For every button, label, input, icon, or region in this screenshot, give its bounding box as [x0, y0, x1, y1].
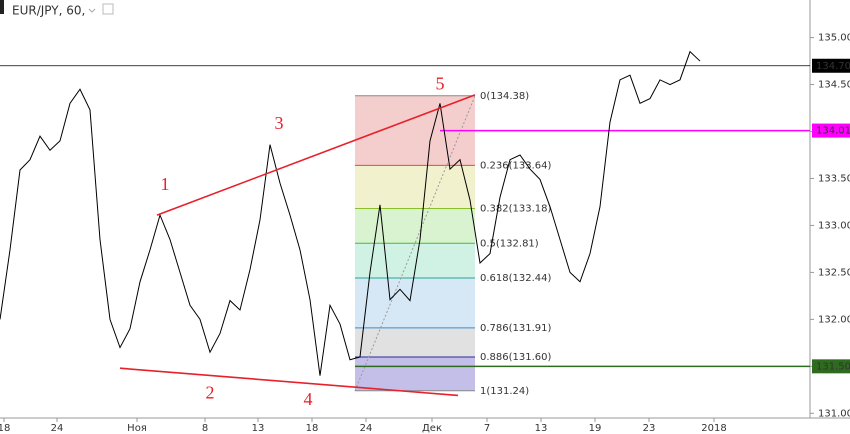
- fib-band: [355, 278, 475, 328]
- dropdown-icon: [88, 8, 96, 13]
- x-tick-label: 24: [51, 423, 64, 434]
- fib-band: [355, 208, 475, 244]
- y-tick-label: 133.00: [818, 220, 850, 231]
- fib-label: 0.886(131.60): [480, 352, 552, 363]
- fib-label: 0.5(132.81): [480, 238, 539, 249]
- x-tick-label: 13: [252, 423, 265, 434]
- x-tick-label: 13: [535, 423, 548, 434]
- x-tick-label: 8: [202, 423, 208, 434]
- price-tag: [812, 58, 850, 73]
- x-tick-label: 18: [0, 423, 10, 434]
- fib-band: [355, 165, 475, 209]
- y-tick-label: 131.00: [818, 408, 850, 419]
- x-tick-label: 7: [484, 423, 490, 434]
- fib-label: 0.786(131.91): [480, 323, 552, 334]
- wave-label: 1: [161, 174, 170, 194]
- fib-label: 0.382(133.18): [480, 204, 552, 215]
- wave-label: 4: [304, 389, 313, 409]
- price-line-series: [0, 50, 701, 376]
- fib-band: [355, 356, 475, 391]
- y-tick-label: 134.50: [818, 80, 850, 91]
- x-tick-label: 23: [643, 423, 656, 434]
- fib-label: 0(134.38): [480, 91, 529, 102]
- x-tick-label: 24: [360, 423, 373, 434]
- fib-label: 1(131.24): [480, 386, 529, 397]
- price-tag-label: 134.01: [816, 126, 850, 137]
- price-tag-label: 131.50: [816, 361, 850, 372]
- wave-label: 2: [206, 383, 215, 403]
- trendline: [156, 94, 476, 216]
- x-tick-label: Дек: [422, 423, 442, 434]
- y-tick-label: 133.50: [818, 173, 850, 184]
- wave-label: 5: [436, 74, 445, 94]
- x-tick-label: 2018: [701, 423, 726, 434]
- x-tick-label: Ноя: [127, 423, 147, 434]
- price-tag: [812, 359, 850, 374]
- x-tick-label: 18: [306, 423, 319, 434]
- header-icon: [0, 0, 4, 14]
- fib-label: 0.618(132.44): [480, 273, 552, 284]
- settings-icon: [102, 3, 114, 15]
- trendline: [119, 367, 459, 397]
- chart-title: EUR/JPY, 60,: [12, 4, 85, 18]
- price-tag: [812, 123, 850, 138]
- x-tick-label: 19: [589, 423, 602, 434]
- y-tick-label: 135.00: [818, 33, 850, 44]
- fib-diagonal: [354, 95, 476, 391]
- price-tag-label: 134.70: [816, 61, 850, 72]
- y-tick-label: 132.00: [818, 314, 850, 325]
- fib-band: [355, 327, 475, 357]
- fib-label: 0.236(133.64): [480, 160, 552, 171]
- y-tick-label: 132.50: [818, 267, 850, 278]
- wave-label: 3: [275, 113, 284, 133]
